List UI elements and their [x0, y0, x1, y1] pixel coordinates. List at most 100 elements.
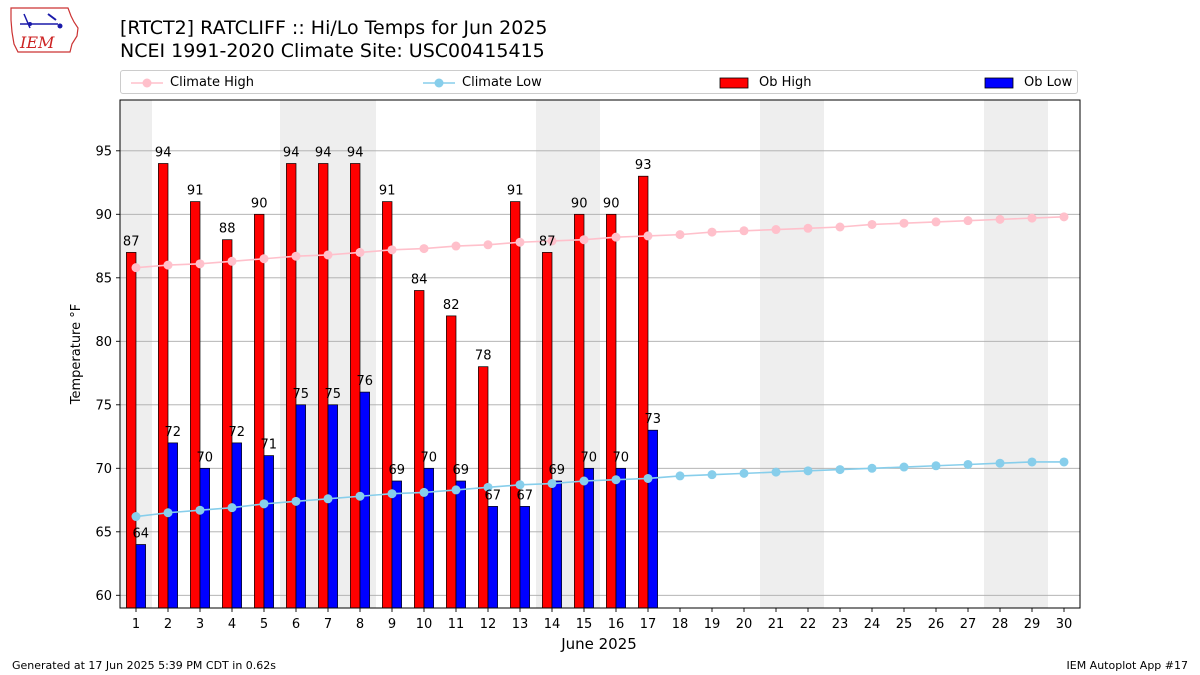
x-tick-label-17: 17	[640, 617, 657, 632]
y-tick-label-70: 70	[95, 462, 112, 477]
climate-high-point-day-28	[995, 214, 1005, 224]
weekend-shade-day-22	[792, 100, 824, 608]
y-axis-label: Temperature °F	[69, 304, 84, 405]
ob-high-label-day-4: 88	[219, 222, 236, 237]
climate-high-point-day-14	[547, 236, 557, 246]
ob-high-label-day-13: 91	[507, 184, 524, 199]
footer-app: IEM Autoplot App #17	[1066, 659, 1189, 672]
ob-high-label-day-3: 91	[187, 184, 204, 199]
x-axis-label: June 2025	[560, 635, 637, 653]
climate-high-point-day-1	[131, 263, 141, 273]
climate-high-point-day-21	[771, 225, 781, 235]
ob-low-bar-day-14	[551, 480, 562, 609]
climate-low-point-day-16	[611, 475, 621, 485]
ob-high-label-day-12: 78	[475, 349, 492, 364]
ob-low-bar-day-4	[231, 442, 242, 609]
climate-low-point-day-17	[643, 473, 653, 483]
x-tick-label-4: 4	[228, 617, 236, 632]
climate-low-point-day-11	[451, 485, 461, 495]
climate-high-point-day-17	[643, 231, 653, 241]
y-tick-label-95: 95	[95, 144, 112, 159]
ob-low-bar-day-1	[135, 544, 146, 609]
ob-high-bar-day-10	[414, 290, 425, 609]
ob-low-label-day-8: 76	[357, 374, 374, 389]
legend-label-climate-high: Climate High	[170, 75, 255, 90]
y-tick-label-60: 60	[95, 589, 112, 604]
ob-low-bar-day-3	[199, 467, 210, 609]
ob-high-bar-day-1	[126, 252, 137, 609]
climate-high-point-day-16	[611, 232, 621, 242]
climate-high-point-day-4	[227, 256, 237, 266]
ob-low-bar-day-6	[295, 404, 306, 609]
climate-low-point-day-19	[707, 470, 717, 480]
ob-high-label-day-8: 94	[347, 146, 364, 161]
iem-logo: IEM	[10, 7, 79, 53]
climate-low-point-day-7	[323, 494, 333, 504]
x-tick-label-19: 19	[704, 617, 721, 632]
x-tick-label-16: 16	[608, 617, 625, 632]
ob-high-bar-day-4	[222, 239, 233, 609]
ob-low-label-day-15: 70	[581, 450, 598, 465]
ob-low-label-day-4: 72	[229, 425, 246, 440]
x-tick-label-25: 25	[896, 617, 913, 632]
y-tick-label-65: 65	[95, 525, 112, 540]
climate-low-point-day-28	[995, 458, 1005, 468]
ob-low-swatch-icon	[984, 77, 1014, 89]
climate-high-point-day-6	[291, 251, 301, 261]
climate-high-point-day-27	[963, 216, 973, 226]
footer-generated: Generated at 17 Jun 2025 5:39 PM CDT in …	[12, 659, 277, 672]
climate-high-point-day-23	[835, 222, 845, 232]
chart-title: [RTCT2] RATCLIFF :: Hi/Lo Temps for Jun …	[120, 17, 548, 39]
climate-low-line	[135, 461, 1064, 518]
x-tick-label-15: 15	[576, 617, 593, 632]
x-tick-label-1: 1	[132, 617, 140, 632]
ob-low-label-day-14: 69	[549, 463, 566, 478]
y-tick-label-80: 80	[95, 335, 112, 350]
x-tick-label-8: 8	[356, 617, 364, 632]
ob-low-bar-day-12	[487, 506, 498, 609]
ob-low-label-day-16: 70	[613, 450, 630, 465]
climate-high-point-day-11	[451, 241, 461, 251]
x-tick-label-18: 18	[672, 617, 689, 632]
climate-low-point-day-13	[515, 480, 525, 490]
ob-high-bar-day-14	[542, 252, 553, 609]
climate-low-point-day-18	[675, 471, 685, 481]
ob-low-label-day-7: 75	[325, 387, 342, 402]
climate-low-point-day-14	[547, 479, 557, 489]
climate-high-point-day-9	[387, 245, 397, 255]
ob-high-bar-day-6	[286, 163, 297, 609]
climate-low-point-day-30	[1059, 457, 1069, 467]
climate-low-point-day-9	[387, 489, 397, 499]
climate-low-point-day-6	[291, 496, 301, 506]
ob-low-label-day-10: 70	[421, 450, 438, 465]
ob-high-label-day-16: 90	[603, 196, 620, 211]
climate-high-point-day-18	[675, 230, 685, 240]
x-tick-label-24: 24	[864, 617, 881, 632]
ob-high-label-day-5: 90	[251, 196, 268, 211]
climate-high-point-day-3	[195, 259, 205, 269]
x-tick-label-13: 13	[512, 617, 529, 632]
climate-high-point-day-20	[739, 226, 749, 236]
ob-low-bar-day-7	[327, 404, 338, 609]
x-tick-label-14: 14	[544, 617, 561, 632]
x-tick-label-27: 27	[960, 617, 977, 632]
weekend-shade-day-29	[1016, 100, 1048, 608]
ob-low-label-day-13: 67	[517, 488, 534, 503]
x-tick-label-20: 20	[736, 617, 753, 632]
x-tick-label-5: 5	[260, 617, 268, 632]
climate-low-point-day-22	[803, 466, 813, 476]
x-tick-label-22: 22	[800, 617, 817, 632]
x-tick-label-30: 30	[1056, 617, 1073, 632]
climate-low-point-day-3	[195, 505, 205, 515]
ob-low-label-day-9: 69	[389, 463, 406, 478]
climate-low-swatch-icon	[423, 78, 455, 88]
x-tick-label-23: 23	[832, 617, 849, 632]
climate-high-point-day-19	[707, 227, 717, 237]
climate-high-point-day-5	[259, 254, 269, 264]
ob-low-bar-day-9	[391, 480, 402, 609]
legend-label-climate-low: Climate Low	[462, 75, 542, 90]
ob-low-bar-day-2	[167, 442, 178, 609]
ob-low-bar-day-11	[455, 480, 466, 609]
ob-low-bar-day-13	[519, 506, 530, 609]
